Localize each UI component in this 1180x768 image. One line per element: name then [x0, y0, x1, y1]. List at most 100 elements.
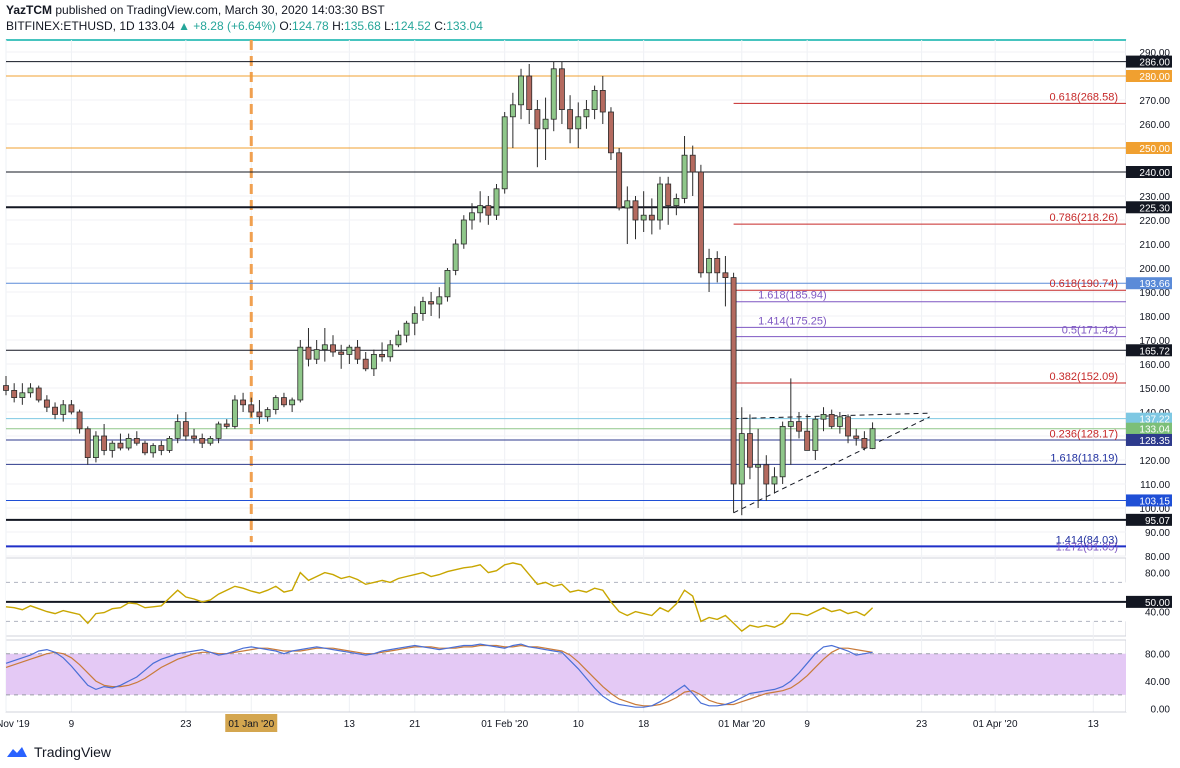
candle-body — [836, 416, 843, 427]
candle-body — [550, 68, 557, 120]
low-value: 124.52 — [394, 19, 431, 33]
price-tick-label: 90.00 — [1145, 528, 1170, 539]
rsi-midline-badge-label: 50.00 — [1145, 598, 1170, 609]
price-level-badge — [1126, 70, 1172, 82]
stoch-tick-label: 0.00 — [1151, 705, 1171, 716]
price-tick-label: 290.00 — [1139, 48, 1170, 59]
candle-body — [485, 205, 492, 216]
candle-body — [370, 353, 377, 370]
candle-body — [411, 313, 418, 324]
price-tick-label: 100.00 — [1139, 504, 1170, 515]
stoch-band — [6, 653, 1126, 695]
time-tick-label: 01 Mar '20 — [718, 719, 765, 730]
price-level-badge-label: 133.04 — [1139, 425, 1170, 436]
candle-body — [452, 243, 459, 271]
close-label: C: — [434, 19, 447, 33]
candle-body — [240, 399, 247, 406]
candle-body — [182, 421, 189, 437]
candle-body — [648, 214, 655, 221]
candle-body — [689, 154, 696, 173]
price-tick-label: 260.00 — [1139, 120, 1170, 131]
price-level-badge — [1126, 412, 1172, 425]
candle-body — [419, 301, 426, 315]
price-tick-label: 120.00 — [1139, 456, 1170, 467]
candle-body — [714, 257, 721, 274]
candle-body — [68, 404, 75, 413]
publish-header: YazTCM published on TradingView.com, Mar… — [6, 3, 385, 17]
candle-body — [763, 464, 770, 485]
price-level-badge-label: 137.22 — [1139, 415, 1170, 426]
candle-body — [730, 277, 737, 485]
fib-level-label: 1.414(84.03) — [1056, 534, 1118, 546]
candle-body — [608, 111, 614, 154]
open-value: 124.78 — [292, 19, 329, 33]
candle-body — [722, 272, 729, 278]
candle-body — [469, 212, 475, 221]
price-level-badge — [1126, 422, 1172, 435]
fib-level-label: 1.618(185.94) — [758, 290, 827, 302]
candle-body — [281, 397, 287, 406]
time-tick-label: 01 Jan '20 — [228, 719, 274, 730]
candle-body — [493, 188, 500, 216]
candle-body — [632, 200, 639, 221]
publisher-name: YazTCM — [6, 3, 53, 17]
candle-body — [640, 214, 647, 221]
candle-body — [624, 200, 631, 209]
candle-body — [150, 445, 157, 454]
price-level-badge — [1126, 344, 1172, 357]
candle-body — [477, 205, 484, 214]
candle-body — [779, 425, 786, 478]
time-tick-label: 13 — [1088, 719, 1100, 730]
candle-body — [755, 464, 762, 468]
candle-body — [796, 421, 802, 432]
price-level-badge — [1126, 513, 1172, 526]
price-level-badge-label: 103.15 — [1139, 496, 1170, 507]
symbol-name: BITFINEX:ETHUSD, 1D — [6, 19, 135, 33]
candle-body — [509, 104, 516, 118]
candle-body — [853, 435, 860, 439]
time-tick-label: 01 Feb '20 — [481, 719, 528, 730]
candle-body — [747, 433, 753, 468]
candle-body — [387, 344, 394, 358]
high-label: H: — [332, 19, 345, 33]
price-level-badge — [1126, 142, 1172, 154]
fib-level-label: 0.236(128.17) — [1050, 428, 1119, 440]
price-level-badge-label: 165.72 — [1139, 346, 1170, 357]
price-tick-label: 210.00 — [1139, 240, 1170, 251]
candle-body — [787, 421, 794, 427]
candle-body — [804, 430, 811, 451]
candle-body — [43, 399, 50, 408]
candle-body — [272, 397, 279, 411]
candle-body — [558, 68, 565, 111]
stoch-k-line — [5, 643, 873, 708]
candle-body — [76, 411, 83, 430]
candle-body — [191, 435, 197, 439]
candle-body — [403, 322, 410, 336]
candle-body — [591, 90, 598, 111]
candle-body — [60, 404, 67, 415]
candle-body — [231, 399, 238, 427]
candle-body — [142, 442, 148, 454]
triangle-upper-trendline — [733, 412, 930, 420]
price-level-badge-label: 193.66 — [1139, 279, 1170, 290]
fib-level-label: 0.618(268.58) — [1050, 91, 1119, 103]
candle-body — [166, 437, 173, 451]
fib-level-label: 0.786(218.26) — [1050, 212, 1119, 224]
fib-level-label: 0.5(171.42) — [1062, 325, 1118, 337]
candle-body — [616, 152, 623, 209]
candle-body — [248, 404, 255, 413]
price-tick-label: 270.00 — [1139, 96, 1170, 107]
candle-body — [109, 442, 116, 451]
candle-body — [321, 344, 328, 350]
price-level-badge — [1126, 494, 1172, 507]
rsi-tick-label: 80.00 — [1145, 569, 1170, 580]
candle-body — [264, 409, 271, 418]
candle-body — [861, 437, 868, 449]
candle-body — [828, 413, 835, 427]
price-level-badge-label: 95.07 — [1145, 516, 1170, 527]
candle-body — [52, 406, 58, 415]
time-tick-label: 23 — [180, 719, 192, 730]
candle-body — [567, 109, 574, 130]
candle-body — [697, 171, 704, 274]
